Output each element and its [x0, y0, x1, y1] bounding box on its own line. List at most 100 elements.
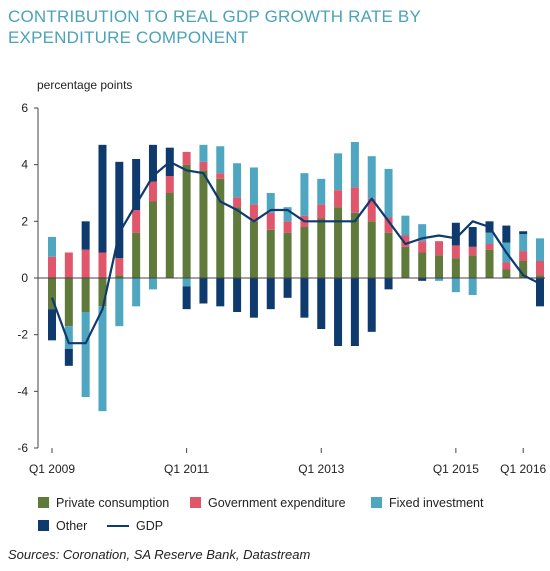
y-tick-label: 4 [21, 158, 28, 172]
bar-segment-private [64, 278, 73, 327]
legend-item-gdp: GDP [107, 519, 163, 533]
bar-segment-private [334, 207, 343, 278]
bar-segment-government [98, 252, 107, 278]
bar-segment-other [64, 348, 73, 366]
bar-segment-private [216, 178, 225, 278]
bar-segment-fixed [249, 167, 258, 205]
bar-segment-government [334, 190, 343, 208]
bar-segment-other [451, 222, 460, 246]
bar-segment-fixed [401, 215, 410, 236]
legend-item-government: Government expenditure [190, 496, 346, 510]
bar-segment-government [216, 173, 225, 179]
x-tick-label: Q1 2011 [164, 462, 209, 476]
bar-segment-other [283, 278, 292, 298]
bar-segment-government [81, 249, 90, 278]
bar-segment-other [249, 278, 258, 318]
y-tick-label: 2 [21, 214, 28, 228]
bar-segment-other [115, 161, 124, 259]
bar-segment-government [249, 204, 258, 222]
bar-segment-government [132, 210, 141, 233]
bar-segment-other [418, 278, 427, 281]
bar-segment-private [148, 201, 157, 278]
bar-segment-fixed [317, 178, 326, 205]
bar-segment-fixed [468, 278, 477, 295]
bar-segment-fixed [216, 146, 225, 174]
bar-segment-other [317, 278, 326, 329]
bar-segment-fixed [199, 144, 208, 162]
bar-segment-government [418, 241, 427, 253]
bar-segment-fixed [115, 278, 124, 327]
y-tick-label: -2 [17, 328, 28, 342]
bar-segment-other [502, 225, 511, 243]
bar-segment-government [468, 246, 477, 256]
x-tick-label: Q1 2016 [500, 462, 546, 476]
legend-item-private: Private consumption [38, 496, 169, 510]
legend-swatch-private [38, 497, 49, 508]
legend-label-fixed: Fixed investment [389, 496, 484, 510]
bar-segment-fixed [367, 156, 376, 199]
bar-segment-other [132, 159, 141, 210]
bar-segment-government [451, 245, 460, 259]
bar-segment-other [182, 286, 191, 310]
bar-segment-fixed [48, 236, 56, 257]
bar-segment-private [266, 229, 275, 278]
bar-segment-private [48, 278, 56, 310]
legend-line-gdp [107, 525, 129, 527]
bar-segment-private [536, 275, 544, 278]
source-note: Sources: Coronation, SA Reserve Bank, Da… [8, 547, 311, 562]
bar-segment-other [233, 278, 242, 312]
y-axis-unit-label: percentage points [37, 78, 133, 92]
bar-segment-fixed [233, 163, 242, 198]
bar-segment-other [98, 144, 107, 253]
bar-segment-private [249, 221, 258, 278]
bar-segment-government [48, 256, 56, 278]
bar-segment-private [384, 232, 393, 278]
bar-segment-fixed [64, 326, 73, 349]
bar-segment-private [317, 218, 326, 278]
bar-segment-other [519, 231, 528, 235]
legend-swatch-government [190, 497, 201, 508]
bar-segment-private [283, 232, 292, 278]
legend-swatch-other [38, 520, 49, 531]
bar-segment-private [182, 164, 191, 278]
bar-segment-government [148, 181, 157, 202]
x-tick-label: Q1 2013 [298, 462, 344, 476]
x-tick-label: Q1 2015 [433, 462, 479, 476]
bar-segment-private [132, 232, 141, 278]
bar-segment-other [216, 278, 225, 307]
bar-segment-other [300, 278, 309, 318]
bar-segment-government [519, 251, 528, 261]
bar-segment-government [182, 151, 191, 165]
x-tick-label: Q1 2009 [29, 462, 75, 476]
bar-segment-private [350, 212, 359, 278]
bar-segment-private [300, 227, 309, 278]
bar-segment-private [451, 258, 460, 278]
bar-segment-government [233, 197, 242, 208]
bar-segment-fixed [334, 153, 343, 191]
bar-segment-other [367, 278, 376, 332]
legend-item-other: Other [38, 519, 87, 533]
bar-segment-private [435, 255, 444, 278]
bar-segment-government [350, 187, 359, 213]
bar-segment-private [233, 207, 242, 278]
bar-segment-other [148, 144, 157, 182]
bar-segment-government [401, 235, 410, 247]
legend-swatch-fixed [371, 497, 382, 508]
legend-label-private: Private consumption [56, 496, 170, 510]
bar-segment-fixed [81, 312, 90, 397]
bar-segment-government [502, 262, 511, 270]
bar-segment-private [98, 278, 107, 307]
y-tick-label: 6 [21, 101, 28, 115]
y-tick-label: -4 [17, 384, 28, 398]
bar-segment-other [199, 278, 208, 304]
legend-item-fixed: Fixed investment [371, 496, 483, 510]
bar-segment-other [350, 278, 359, 346]
bar-segment-fixed [350, 142, 359, 188]
bar-segment-private [418, 252, 427, 278]
bar-segment-government [384, 217, 393, 233]
bar-segment-fixed [536, 238, 544, 261]
bar-segment-other [266, 278, 275, 310]
bar-segment-private [115, 275, 124, 278]
bar-segment-government [165, 176, 174, 193]
